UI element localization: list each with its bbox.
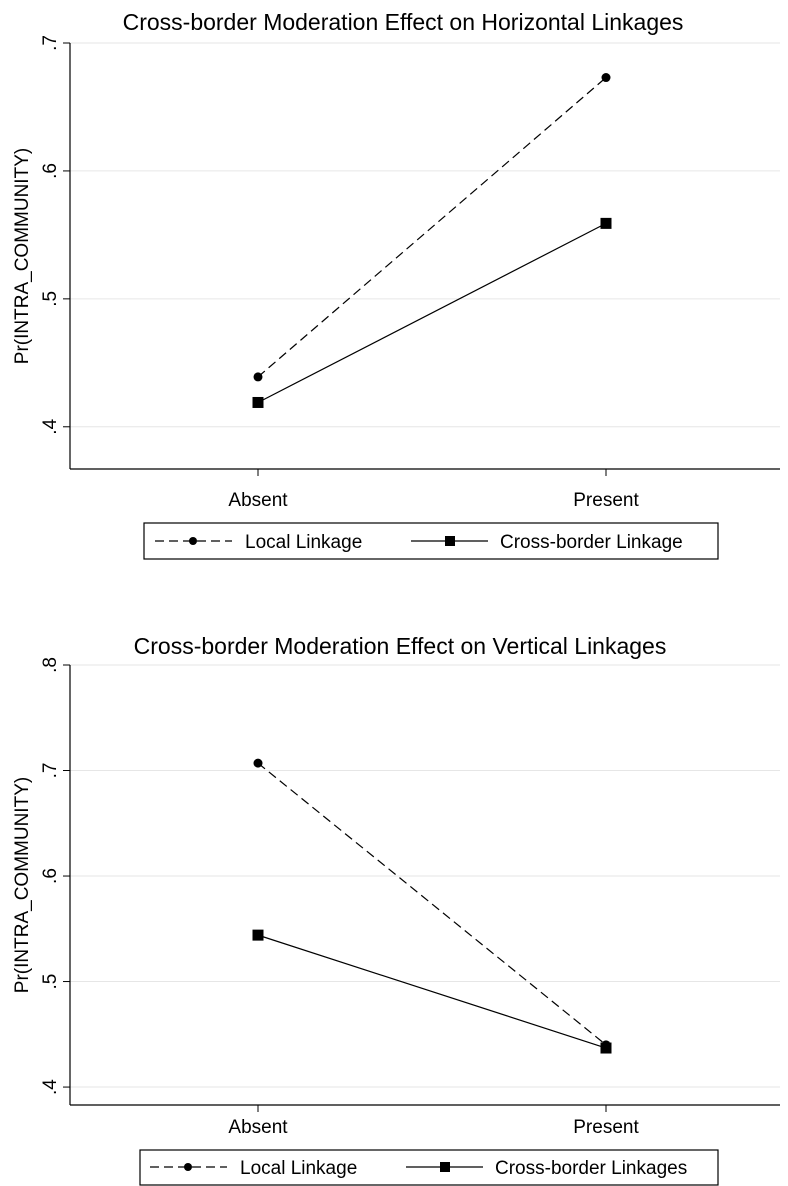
series-line [258, 935, 606, 1048]
y-axis-label: Pr(INTRA_COMMUNITY) [12, 148, 33, 364]
legend: Local Linkage Cross-border Linkage [144, 523, 718, 559]
legend-label-local: Local Linkage [240, 1158, 357, 1179]
y-ticks: .4 .5 .6 .7 .8 [40, 657, 70, 1095]
legend-label-crossborder: Cross-border Linkages [495, 1158, 687, 1179]
x-ticks: Absent Present [228, 1105, 639, 1138]
data-point-square [253, 397, 264, 408]
data-point-square [601, 1043, 612, 1054]
series-line [258, 78, 606, 377]
y-tick-label: .4 [40, 1079, 61, 1095]
legend: Local Linkage Cross-border Linkages [140, 1150, 718, 1185]
y-tick-label: .5 [40, 291, 61, 307]
x-tick-label: Present [573, 1117, 639, 1138]
y-tick-label: .7 [40, 35, 61, 51]
y-tick-label: .5 [40, 974, 61, 990]
chart-title: Cross-border Moderation Effect on Vertic… [134, 633, 667, 659]
series-layer [253, 73, 612, 408]
chart-panel-horizontal: Cross-border Moderation Effect on Horizo… [12, 9, 780, 559]
x-tick-label: Absent [228, 1117, 288, 1138]
legend-label-local: Local Linkage [245, 532, 362, 553]
x-tick-label: Present [573, 490, 639, 511]
x-tick-label: Absent [228, 490, 288, 511]
data-point-square [601, 218, 612, 229]
legend-label-crossborder: Cross-border Linkage [500, 532, 683, 553]
series-line [258, 763, 606, 1045]
legend-key-marker-circle [189, 537, 197, 545]
x-ticks: Absent Present [228, 469, 639, 511]
gridlines [70, 43, 780, 427]
y-tick-label: .7 [40, 763, 61, 779]
y-axis-label: Pr(INTRA_COMMUNITY) [12, 777, 33, 993]
legend-key-marker-circle [184, 1163, 192, 1171]
data-point-circle [254, 372, 263, 381]
y-tick-label: .6 [40, 868, 61, 884]
data-point-square [253, 930, 264, 941]
y-tick-label: .4 [40, 418, 61, 434]
y-tick-label: .8 [40, 657, 61, 673]
series-line [258, 223, 606, 402]
legend-key-marker-square [440, 1162, 450, 1172]
chart-panel-vertical: Cross-border Moderation Effect on Vertic… [12, 633, 780, 1185]
series-layer [253, 759, 612, 1054]
y-ticks: .4 .5 .6 .7 [40, 35, 70, 435]
data-point-circle [254, 759, 263, 768]
data-point-circle [602, 73, 611, 82]
gridlines [70, 665, 780, 1087]
y-tick-label: .6 [40, 163, 61, 179]
chart-title: Cross-border Moderation Effect on Horizo… [123, 9, 684, 35]
legend-key-marker-square [445, 536, 455, 546]
